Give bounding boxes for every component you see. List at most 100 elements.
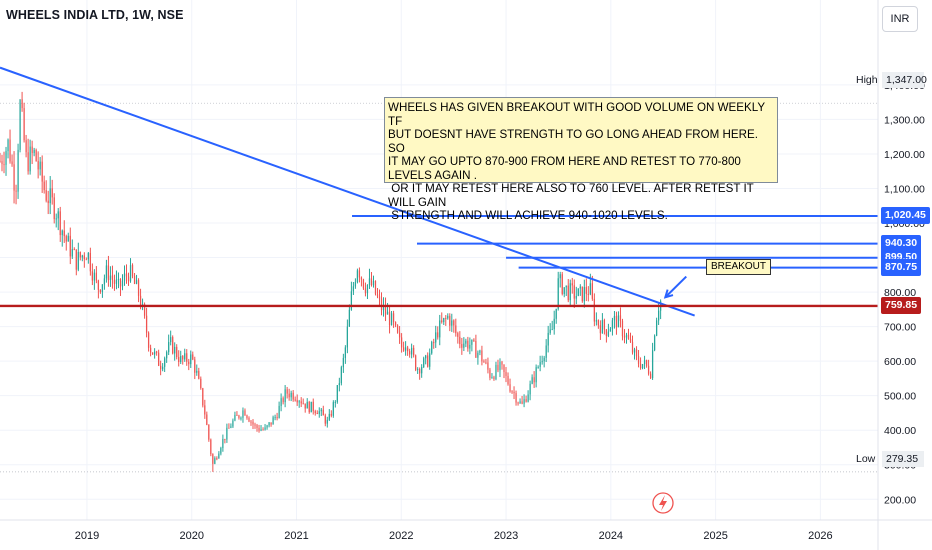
candle-body xyxy=(314,411,316,414)
candle-body xyxy=(384,305,387,315)
candle-body xyxy=(242,410,244,418)
candle-body xyxy=(555,308,557,319)
candle-body xyxy=(250,421,252,423)
candle-body xyxy=(390,313,393,326)
candle-body xyxy=(178,357,180,362)
symbol-title[interactable]: WHEELS INDIA LTD, 1W, NSE xyxy=(6,8,184,22)
candle-body xyxy=(246,415,248,419)
candle-body xyxy=(621,320,624,337)
candle-body xyxy=(89,252,91,272)
candle-body xyxy=(338,383,340,386)
candle-body xyxy=(441,320,443,323)
candle-body xyxy=(99,289,102,293)
candle-body xyxy=(423,358,425,368)
candle-body xyxy=(87,252,89,260)
candle-body xyxy=(487,362,489,370)
candle-body xyxy=(348,309,351,327)
candle-body xyxy=(258,427,260,431)
candle-body xyxy=(613,315,616,321)
candle-body xyxy=(396,325,399,333)
candle-body xyxy=(352,286,355,292)
candle-body xyxy=(109,275,112,281)
candle-body xyxy=(192,354,194,360)
candle-body xyxy=(23,108,25,141)
candle-body xyxy=(362,279,365,289)
candle-body xyxy=(129,265,132,282)
candle-body xyxy=(479,350,481,353)
candle-body xyxy=(350,291,353,310)
candle-body xyxy=(218,453,220,459)
y-tick-label: 1,100.00 xyxy=(884,183,925,195)
candle-body xyxy=(1,161,3,165)
candles xyxy=(0,91,662,472)
candle-body xyxy=(194,359,196,373)
candle-body xyxy=(439,320,441,338)
candle-body xyxy=(3,164,5,166)
candle-body xyxy=(117,278,120,280)
candle-body xyxy=(9,139,11,162)
candle-body xyxy=(292,392,294,400)
candle-body xyxy=(119,278,122,287)
candle-body xyxy=(151,352,154,355)
candle-body xyxy=(318,411,320,414)
candle-body xyxy=(302,403,304,405)
candle-body xyxy=(376,294,379,297)
candle-body xyxy=(637,356,640,364)
candle-body xyxy=(164,358,166,367)
candle-body xyxy=(417,369,419,371)
candle-body xyxy=(69,235,71,257)
candle-body xyxy=(322,409,324,416)
candle-body xyxy=(186,353,188,362)
candle-body xyxy=(467,340,469,349)
candle-body xyxy=(55,218,57,220)
candle-body xyxy=(298,401,300,403)
candle-body xyxy=(465,340,467,344)
candle-body xyxy=(537,366,539,368)
candle-body xyxy=(563,287,565,294)
analysis-note[interactable]: WHEELS HAS GIVEN BREAKOUT WITH GOOD VOLU… xyxy=(384,97,778,222)
breakout-label[interactable]: BREAKOUT xyxy=(706,259,772,275)
candle-body xyxy=(101,284,104,293)
candle-body xyxy=(27,152,29,172)
candle-body xyxy=(188,361,190,365)
candle-body xyxy=(294,399,296,401)
candle-body xyxy=(111,275,114,280)
candle-body xyxy=(39,161,41,170)
candle-body xyxy=(75,249,77,270)
candle-body xyxy=(296,400,298,403)
candle-body xyxy=(529,383,531,395)
candle-body xyxy=(230,426,232,428)
candle-body xyxy=(587,293,589,295)
x-tick-label: 2022 xyxy=(389,530,413,542)
candle-body xyxy=(280,398,282,406)
candle-body xyxy=(170,337,172,343)
y-tick-label: 700.00 xyxy=(884,322,916,334)
candle-body xyxy=(224,438,226,440)
currency-button[interactable]: INR xyxy=(882,6,918,32)
candle-body xyxy=(198,370,200,379)
drawn-lines xyxy=(0,66,878,317)
candle-body xyxy=(513,391,515,394)
candle-body xyxy=(308,401,310,413)
candle-body xyxy=(533,377,535,383)
candle-body xyxy=(501,361,503,365)
candle-body xyxy=(535,367,537,383)
candle-body xyxy=(404,347,407,351)
candle-body xyxy=(346,326,349,348)
candle-body xyxy=(565,285,567,288)
candle-body xyxy=(386,311,389,315)
candle-body xyxy=(184,353,186,360)
candle-body xyxy=(312,401,314,412)
candle-body xyxy=(495,364,497,380)
flash-icon[interactable] xyxy=(652,492,674,514)
candle-body xyxy=(115,279,118,284)
candle-body xyxy=(581,286,583,302)
candle-body xyxy=(415,355,417,370)
candle-body xyxy=(406,347,409,352)
candle-body xyxy=(168,342,170,353)
candle-body xyxy=(204,405,206,415)
candle-body xyxy=(71,249,73,257)
candle-body xyxy=(445,318,447,320)
candle-body xyxy=(143,304,146,316)
